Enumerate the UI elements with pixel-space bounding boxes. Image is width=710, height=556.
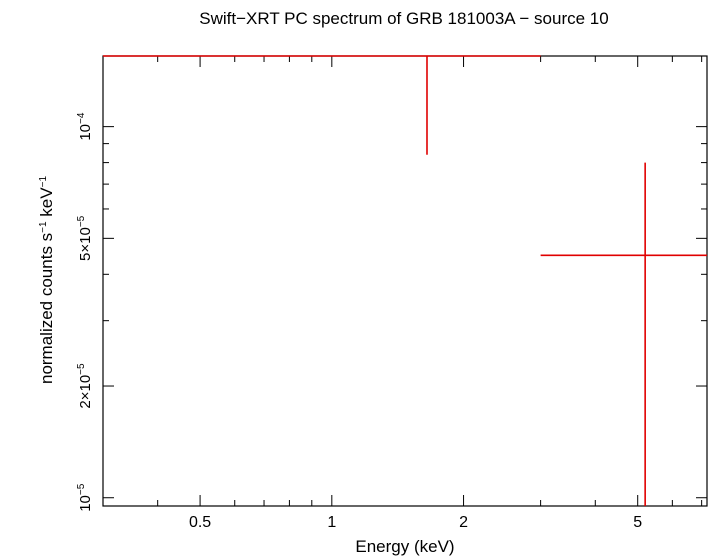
x-tick-label: 5 — [633, 514, 642, 531]
y-tick-label: 2×10−5 — [76, 363, 94, 409]
y-tick-labels: 10−5 2×10−5 5×10−5 10−4 — [76, 112, 94, 512]
x-tick-label: 1 — [327, 514, 336, 531]
x-tick-labels: 0.5 1 2 5 — [189, 514, 642, 531]
data-marks — [103, 55, 707, 506]
chart-title: Swift−XRT PC spectrum of GRB 181003A − s… — [199, 9, 608, 28]
plot-frame — [102, 55, 708, 507]
y-tick-label: 10−5 — [76, 483, 94, 512]
y-tick-label: 10−4 — [76, 112, 94, 141]
x-axis-label: Energy (keV) — [355, 537, 454, 556]
y-tick-label: 5×10−5 — [76, 215, 94, 261]
y-axis-label: normalized counts s−1 keV−1 — [37, 176, 56, 384]
x-tick-label: 0.5 — [189, 514, 211, 531]
x-tick-label: 2 — [459, 514, 468, 531]
axis-ticks — [102, 56, 707, 506]
